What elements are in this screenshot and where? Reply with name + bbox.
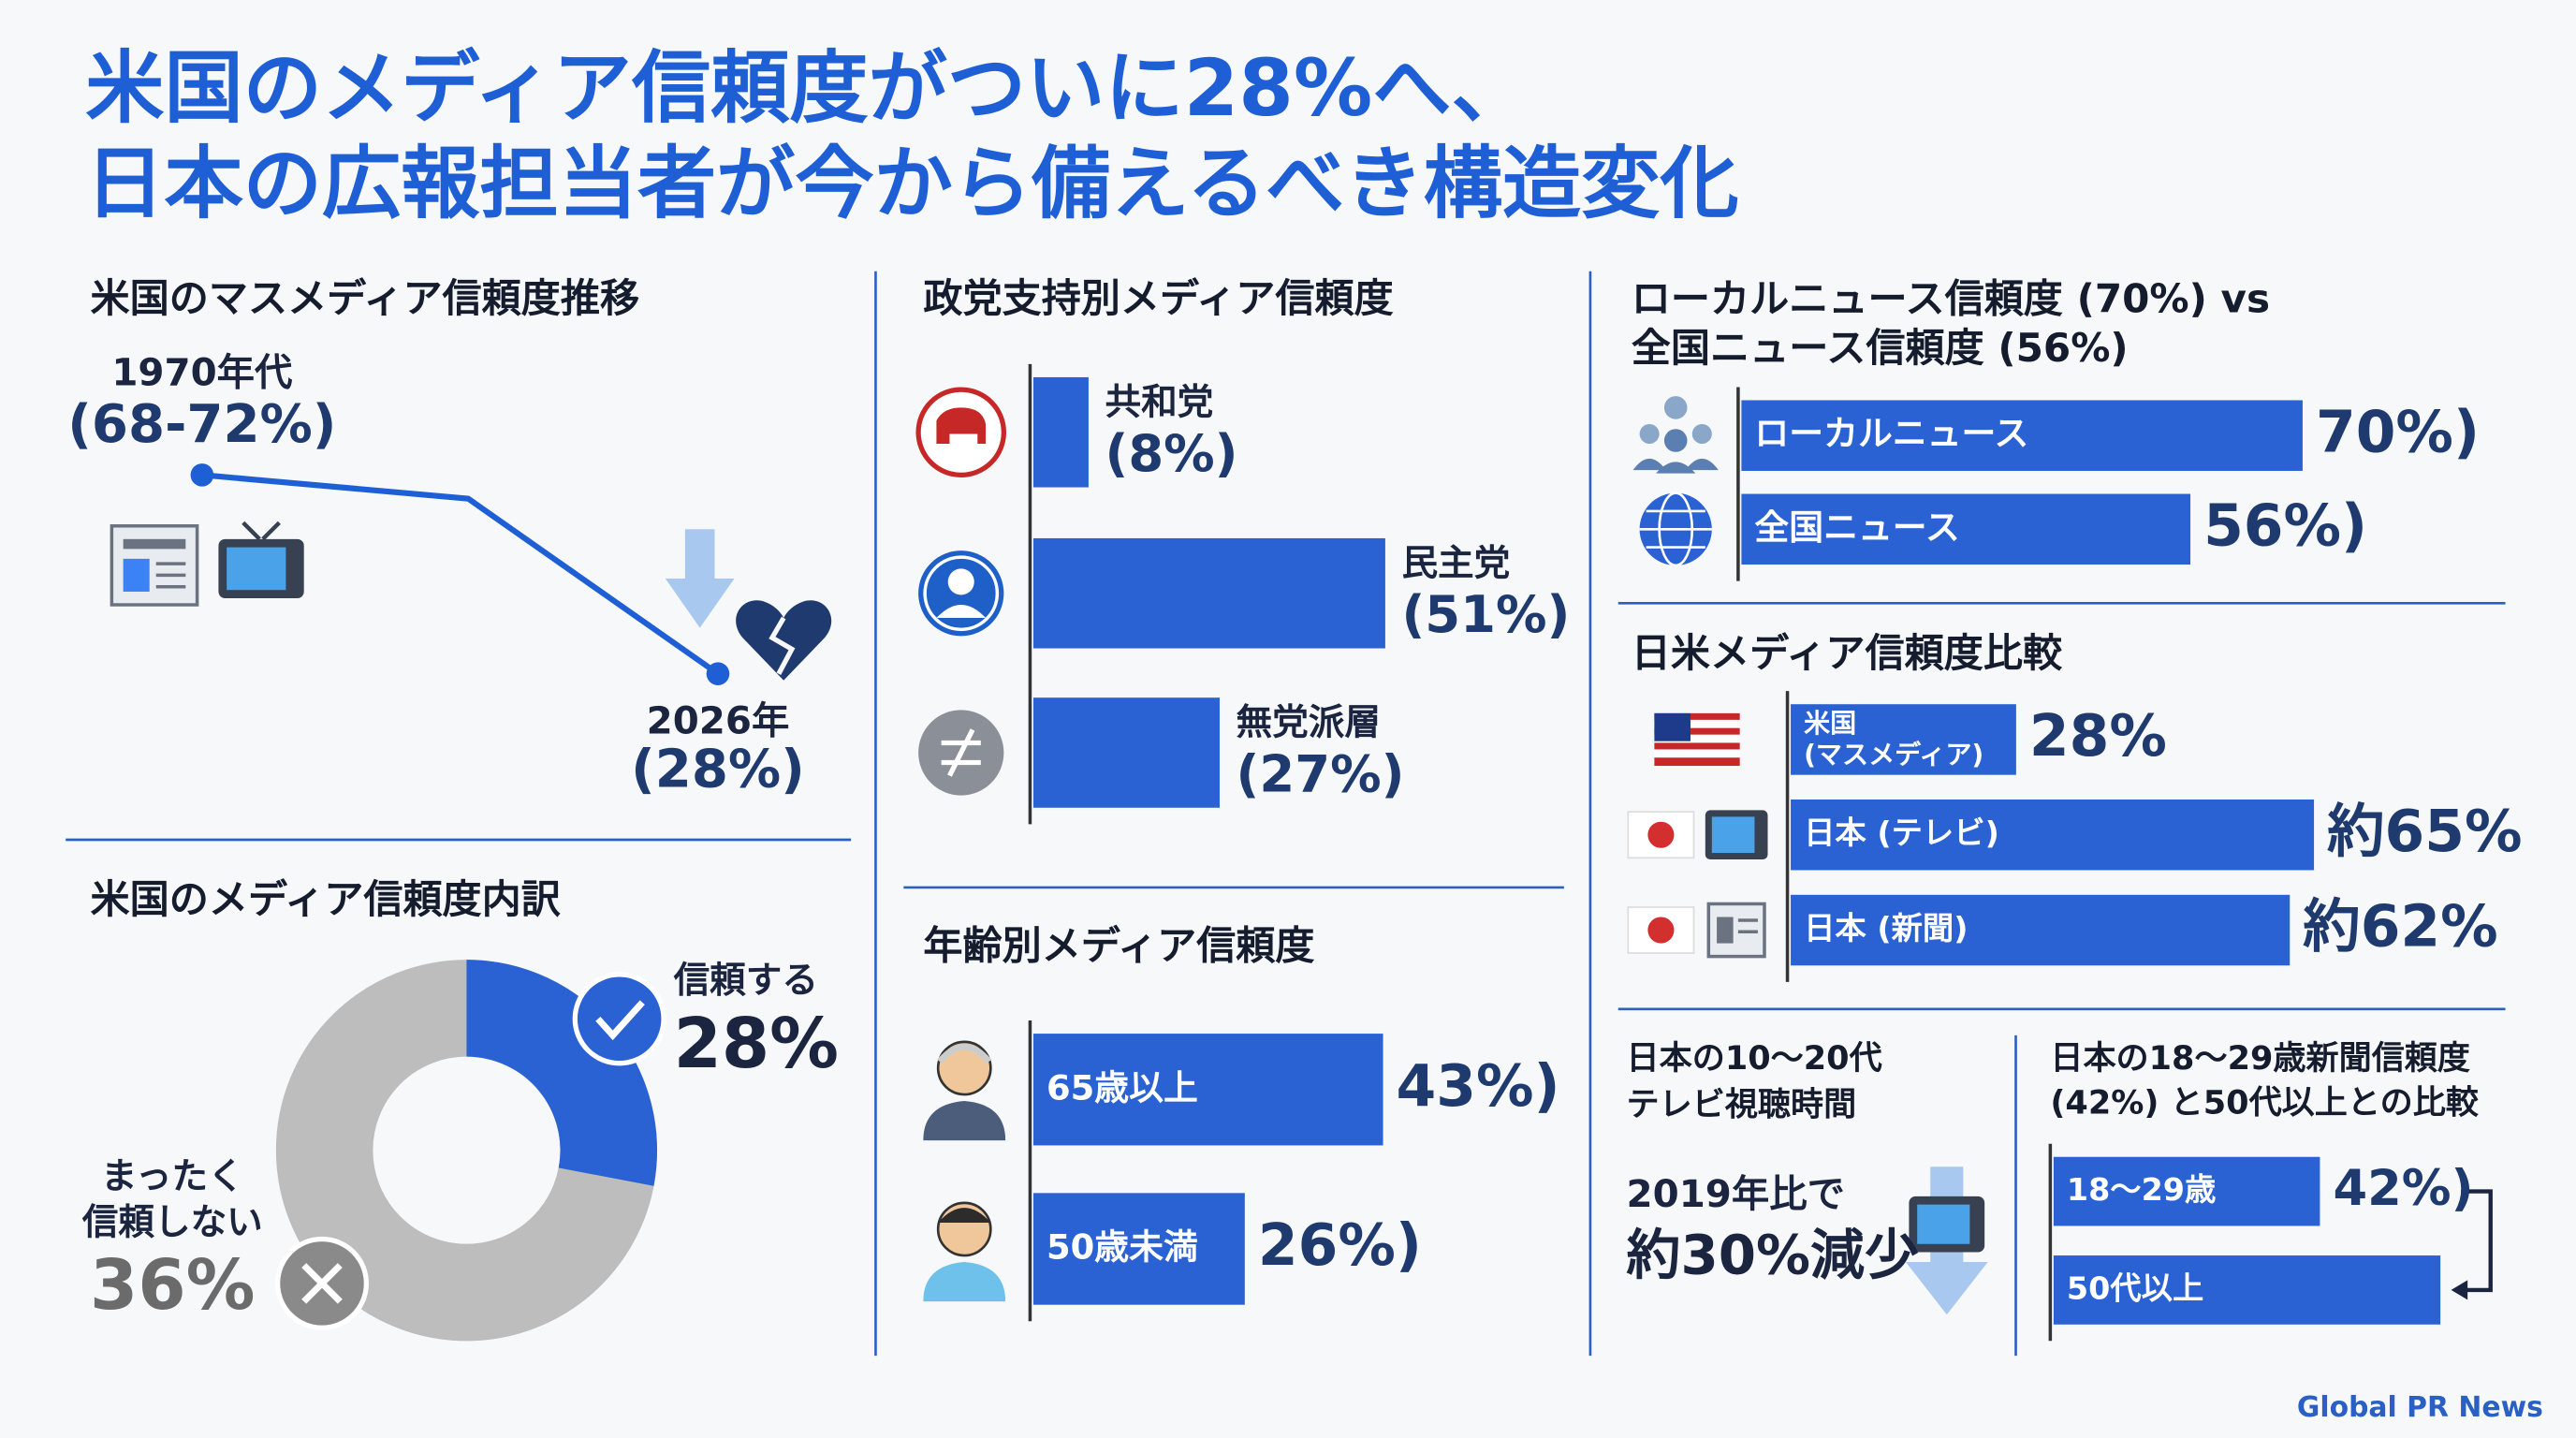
jp-flag (1627, 811, 1695, 954)
cross-mark (301, 1263, 343, 1304)
box-title: 日本の18〜29歳新聞信頼度(42%) と50代以上との比較 (2050, 1039, 2479, 1122)
tv-icon (1705, 810, 1768, 860)
bar (1791, 800, 2315, 871)
category-label: 米国(マスメディア) (1804, 708, 1983, 770)
section-title: ローカルニュース信頼度 (70%) vs 全国ニュース信頼度 (56%) (1632, 275, 2270, 371)
point (706, 662, 730, 685)
value-label: 28% (2029, 703, 2167, 770)
bar (1032, 537, 1385, 649)
bar (1032, 1193, 1245, 1305)
donut-segment (319, 1167, 654, 1342)
dividers (66, 271, 2506, 1357)
category-label: 共和党 (1105, 381, 1213, 423)
category-label: ローカルニュース (1754, 414, 2028, 454)
bar (2053, 1255, 2441, 1325)
elderly-icon (923, 1040, 1006, 1141)
category-label: 無党派層 (1237, 702, 1381, 744)
bar (1791, 704, 2016, 775)
point-label: 2026年 (647, 698, 790, 742)
slice-value: 28% (674, 1005, 839, 1084)
slice-value: 36% (90, 1246, 255, 1326)
value-label: 約62% (2303, 894, 2497, 961)
bar (2053, 1156, 2320, 1226)
value-label: (28%) (631, 740, 805, 800)
republican-icon (915, 387, 1006, 477)
footer: Global PR News (2297, 1391, 2543, 1424)
independent-icon (918, 710, 1004, 796)
young-icon (923, 1201, 1006, 1302)
globe-icon (1639, 492, 1712, 567)
value-label: (51%) (1401, 585, 1570, 644)
bar (1032, 376, 1089, 488)
section-title: 米国のマスメディア信頼度推移 (91, 275, 640, 321)
box-title: 日本の10〜20代テレビ視聴時間 (1627, 1039, 1882, 1123)
value-label: 42%) (2333, 1160, 2473, 1217)
bar (1791, 894, 2291, 966)
bar (1032, 1034, 1383, 1146)
category-label: 18〜29歳 (2067, 1171, 2216, 1208)
democrat-icon (918, 550, 1004, 637)
value-label: 56%) (2203, 492, 2367, 559)
category-label: 50歳未満 (1046, 1227, 1198, 1268)
value-label: 70%) (2316, 399, 2480, 465)
category-label: 全国ニュース (1754, 507, 1959, 548)
category-label: 日本 (テレビ) (1804, 814, 1999, 851)
bracket-arrow (2451, 1189, 2493, 1300)
value-label: 約65% (2327, 799, 2522, 865)
section-title: 日米メディア信頼度比較 (1632, 630, 2063, 676)
slice-label: 信頼する (673, 960, 818, 1002)
bar (1741, 493, 2191, 565)
slice-label: まったく信頼しない (81, 1155, 263, 1243)
category-label: 65歳以上 (1046, 1067, 1198, 1108)
value-label: (68-72%) (67, 394, 336, 455)
newspaper-icon (110, 524, 199, 607)
value-label: 43%) (1397, 1053, 1560, 1120)
down-arrow (665, 529, 735, 628)
broken-heart (736, 600, 832, 681)
donut-segment (466, 960, 658, 1186)
section-title: 政党支持別メディア信頼度 (923, 275, 1393, 321)
section-title: 米国のメディア信頼度内訳 (91, 876, 561, 922)
value-label: 26%) (1258, 1212, 1422, 1279)
category-label: 日本 (新聞) (1804, 910, 1968, 946)
check-mark (595, 1000, 645, 1041)
section-title: 年齢別メディア信頼度 (923, 922, 1314, 968)
tv-decline-icon (1905, 1167, 1988, 1315)
category-label: 50代以上 (2067, 1269, 2203, 1306)
newspaper-icon (1706, 902, 1766, 959)
tv-icon (218, 521, 304, 598)
value-label: (27%) (1237, 744, 1405, 803)
point-label: 1970年代 (111, 350, 293, 394)
people-icon (1632, 396, 1719, 474)
headline: 日本の広報担当者が今から備えるべき構造変化 (85, 138, 1738, 229)
tv-change: 約30%減少 (1627, 1224, 1919, 1287)
tv-note: 2019年比で (1627, 1172, 1845, 1216)
bar (1741, 400, 2303, 471)
bar (1032, 697, 1220, 808)
check-badge (572, 972, 666, 1066)
trend-line (201, 472, 720, 677)
headline: 米国のメディア信頼度がついに28%へ、 (85, 42, 1530, 134)
category-label: 民主党 (1401, 542, 1510, 584)
value-label: (8%) (1105, 424, 1237, 483)
us-flag (1654, 712, 1740, 767)
point (190, 463, 214, 487)
